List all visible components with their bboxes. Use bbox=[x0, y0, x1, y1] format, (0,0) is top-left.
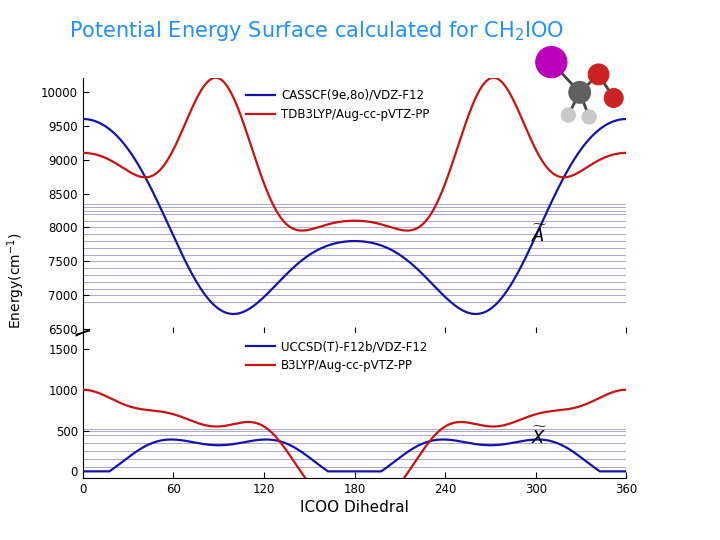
Legend: UCCSD(T)-F12b/VDZ-F12, B3LYP/Aug-cc-pVTZ-PP: UCCSD(T)-F12b/VDZ-F12, B3LYP/Aug-cc-pVTZ… bbox=[241, 335, 432, 377]
Text: $\widetilde{A}$: $\widetilde{A}$ bbox=[531, 225, 548, 246]
Circle shape bbox=[582, 110, 596, 124]
Text: Energy(cm$^{-1}$): Energy(cm$^{-1}$) bbox=[5, 233, 27, 329]
Circle shape bbox=[604, 89, 623, 107]
Circle shape bbox=[562, 108, 575, 122]
Circle shape bbox=[569, 82, 590, 103]
Circle shape bbox=[588, 64, 609, 85]
Text: Potential Energy Surface calculated for CH$_2$IOO: Potential Energy Surface calculated for … bbox=[69, 19, 564, 43]
Circle shape bbox=[536, 46, 567, 78]
Text: $\widetilde{X}$: $\widetilde{X}$ bbox=[531, 427, 547, 448]
Legend: CASSCF(9e,8o)/VDZ-F12, TDB3LYP/Aug-cc-pVTZ-PP: CASSCF(9e,8o)/VDZ-F12, TDB3LYP/Aug-cc-pV… bbox=[241, 84, 434, 126]
X-axis label: ICOO Dihedral: ICOO Dihedral bbox=[300, 500, 409, 515]
